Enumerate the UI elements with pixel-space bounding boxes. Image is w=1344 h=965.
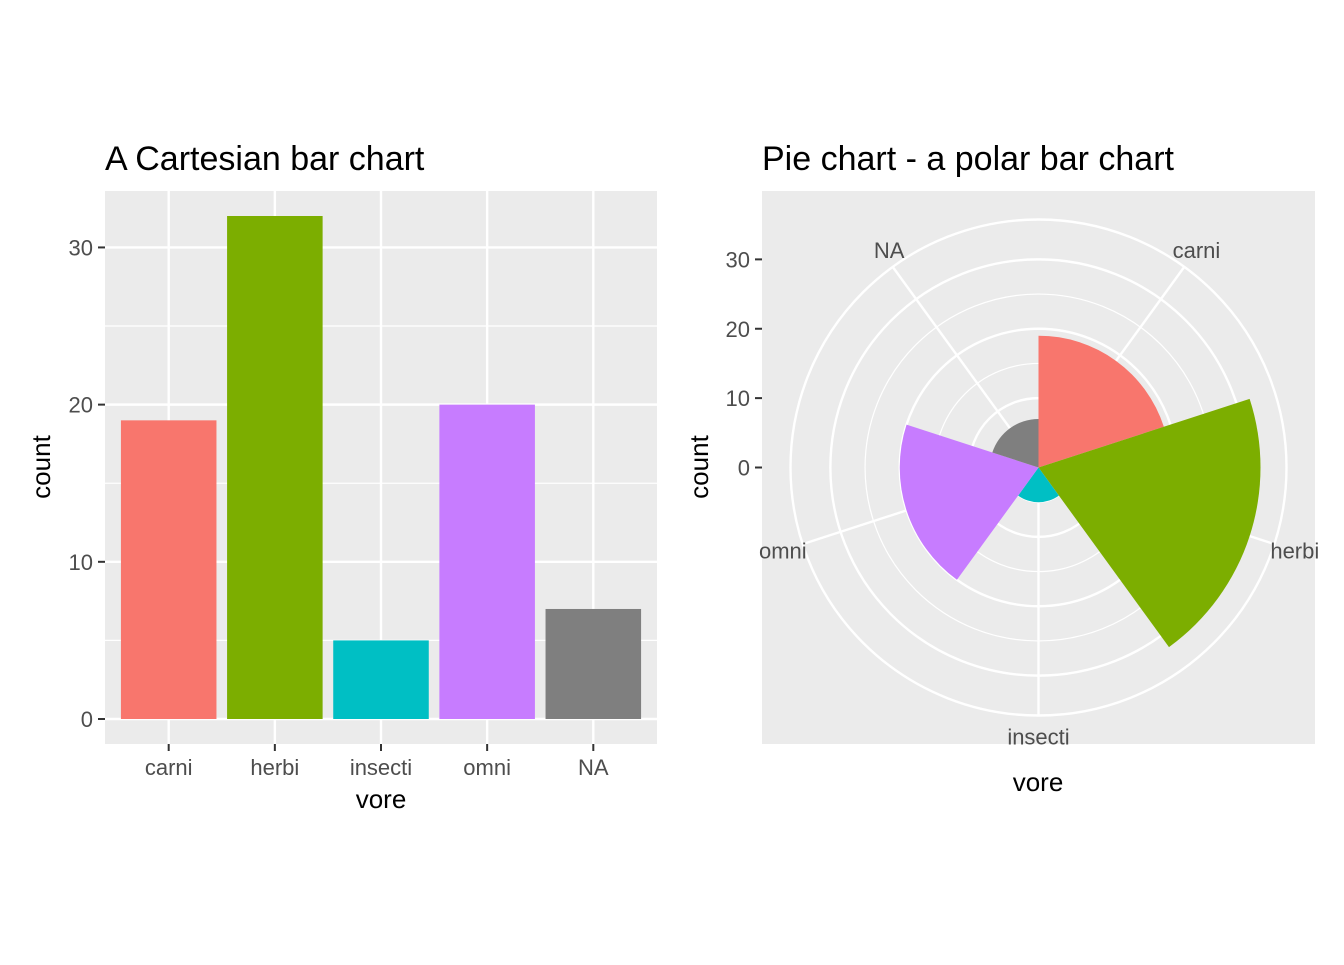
polar-marks	[899, 335, 1261, 648]
polar-wedge-herbi	[1038, 398, 1261, 648]
polar-r-tick-label: 30	[726, 247, 750, 272]
polar-radial-axis: 0 10 20 30	[726, 247, 762, 481]
bar-x-tick-label-insecti: insecti	[350, 755, 412, 780]
polar-r-tick-label: 20	[726, 317, 750, 342]
bar-insecti	[333, 640, 429, 719]
bar-y-axis-title: count	[26, 434, 56, 498]
bar-x-tick-label-carni: carni	[145, 755, 193, 780]
bar-marks	[120, 216, 642, 719]
bar-y-tick-label: 20	[69, 393, 93, 418]
bar-y-tick-label: 10	[69, 550, 93, 575]
bar-chart-title: A Cartesian bar chart	[105, 140, 425, 178]
bar-herbi	[227, 216, 323, 719]
polar-category-label-herbi: herbi	[1270, 539, 1319, 564]
bar-y-tick-label: 30	[69, 235, 93, 260]
polar-category-label-carni: carni	[1173, 238, 1221, 263]
polar-wedge-na	[992, 418, 1039, 468]
polar-category-label-insecti: insecti	[1007, 725, 1069, 750]
bar-axes: 0 10 20 30 carni herbi insecti omni NA	[69, 235, 609, 780]
bar-na	[545, 608, 642, 719]
polar-category-labels: carni herbi insecti omni NA	[759, 238, 1319, 750]
polar-r-tick-label: 10	[726, 386, 750, 411]
polar-x-axis-title: vore	[1013, 767, 1064, 797]
polar-category-label-omni: omni	[759, 539, 807, 564]
bar-x-tick-label-na: NA	[578, 755, 609, 780]
polar-r-tick-label: 0	[738, 456, 750, 481]
bar-x-tick-label-omni: omni	[463, 755, 511, 780]
bar-x-axis-title: vore	[356, 784, 407, 814]
polar-y-axis-title: count	[684, 434, 714, 498]
bar-omni	[439, 404, 535, 719]
polar-chart-title: Pie chart - a polar bar chart	[762, 140, 1175, 178]
polar-wedge-omni	[899, 424, 1039, 580]
polar-category-label-na: NA	[874, 238, 905, 263]
polar-bar-chart: Pie chart - a polar bar chart carni herbi…	[684, 140, 1319, 797]
bar-x-tick-label-herbi: herbi	[250, 755, 299, 780]
bar-carni	[120, 420, 217, 719]
polar-wedge-insecti	[1018, 467, 1059, 503]
bar-y-tick-label: 0	[81, 707, 93, 732]
polar-wedge-carni	[1038, 335, 1164, 468]
cartesian-bar-chart: A Cartesian bar chart 0 10 20 30 carni herbi i…	[26, 140, 657, 814]
